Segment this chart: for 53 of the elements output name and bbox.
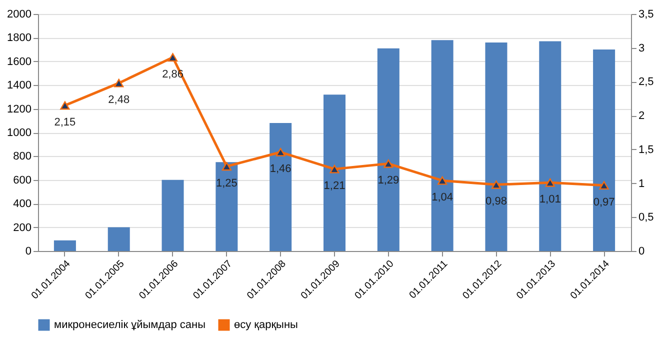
y2-tick-label: 2 — [638, 110, 645, 122]
bar — [324, 94, 346, 251]
data-label: 1,04 — [432, 192, 454, 204]
y2-tick-label: 1 — [638, 178, 645, 190]
data-label: 1,01 — [539, 194, 561, 206]
bar — [270, 123, 292, 251]
bar — [162, 180, 184, 251]
data-label: 1,46 — [270, 163, 292, 176]
y-tick-label: 1400 — [7, 80, 32, 92]
point — [384, 159, 394, 168]
point — [114, 78, 124, 88]
y-tick-label: 400 — [13, 198, 32, 210]
bar — [216, 162, 238, 251]
bar — [54, 240, 76, 251]
bar — [431, 40, 454, 251]
point — [222, 162, 232, 171]
point — [491, 180, 502, 189]
y-tick-label: 2000 — [7, 8, 32, 20]
y2-tick-label: 2,5 — [638, 76, 654, 88]
y-tick-label: 1000 — [7, 127, 32, 139]
y-tick-label: 600 — [13, 174, 32, 186]
bar — [539, 41, 562, 251]
bar — [593, 50, 616, 251]
y2-tick-label: 0 — [638, 246, 645, 258]
y-tick-label: 1200 — [7, 103, 32, 116]
data-label: 1,25 — [216, 177, 238, 190]
y2-tick-label: 0,5 — [638, 212, 654, 224]
y-tick-label: 200 — [13, 222, 32, 234]
point — [330, 164, 340, 174]
bar — [377, 48, 400, 251]
data-label: 2,15 — [54, 116, 76, 128]
data-label: 1,21 — [324, 180, 346, 192]
point — [60, 101, 70, 110]
point — [168, 53, 178, 62]
y-tick-label: 1800 — [7, 32, 32, 44]
point — [438, 176, 448, 185]
y2-tick-label: 3 — [638, 42, 645, 54]
legend-label: микронесиелік ұйымдар саны — [54, 319, 206, 331]
data-label: 0,97 — [593, 196, 615, 208]
bar — [485, 42, 508, 251]
point — [276, 148, 286, 156]
point — [545, 178, 555, 187]
y-tick-label: 1600 — [7, 56, 32, 68]
data-label: 1,29 — [378, 174, 400, 187]
y2-tick-label: 3,5 — [638, 8, 654, 20]
legend-label: өсу қарқыны — [234, 319, 298, 331]
y2-tick-label: 1,5 — [638, 144, 654, 156]
bar — [108, 227, 130, 251]
y-tick-label: 0 — [25, 246, 32, 258]
y-tick-label: 800 — [13, 150, 32, 163]
data-label: 2,48 — [108, 94, 130, 106]
point — [599, 181, 609, 190]
data-label: 0,98 — [486, 196, 507, 208]
